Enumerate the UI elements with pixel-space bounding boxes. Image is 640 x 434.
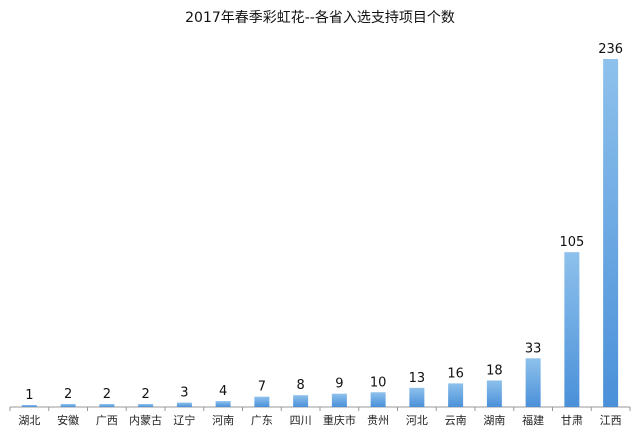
data-label: 10 [370,375,387,390]
data-label: 7 [258,380,266,395]
bar [138,404,154,407]
data-label: 9 [335,377,343,392]
bar [564,252,580,407]
bars-layer [21,59,619,407]
x-tick-labels-layer: 湖北 安徽 广西 内蒙古 辽宁 河南 广东 四川 重庆市 贵州 河北 云南 湖南 福建 甘肃 江西 [18,413,621,427]
x-tick-label: 重庆市 [323,413,356,427]
bar [603,59,619,407]
bar [176,402,192,407]
data-label: 105 [559,235,584,250]
x-tick-label: 甘肃 [561,414,583,427]
data-label: 18 [486,363,503,378]
x-tick-label: 内蒙古 [129,413,162,427]
data-label: 1 [25,388,33,403]
data-label: 13 [409,371,426,386]
x-tick-label: 辽宁 [173,413,195,427]
x-tick-label: 江西 [600,414,622,427]
x-tick-label: 贵州 [367,414,389,427]
x-tick-label: 四川 [290,414,312,427]
data-label: 2 [141,387,149,402]
chart-title: 2017年春季彩虹花--各省入选支持项目个数 [185,10,455,26]
x-tick-label: 广东 [251,414,273,427]
bar [525,358,541,407]
data-label: 2 [103,387,111,402]
data-labels-layer: 1 2 2 2 3 4 7 8 9 10 13 16 18 33 105 236 [25,42,623,403]
x-tick-label: 安徽 [57,413,79,427]
bar [99,404,115,407]
x-tick-label: 湖南 [483,414,505,427]
x-tick-label: 河北 [406,414,428,427]
data-label: 16 [447,366,464,381]
bar [60,404,76,407]
bar [448,383,464,407]
data-label: 2 [64,387,72,402]
x-tick-label: 福建 [522,413,544,427]
data-label: 236 [598,42,623,57]
data-label: 33 [525,341,542,356]
bar [331,393,347,407]
x-tick-label: 云南 [445,414,467,427]
data-label: 8 [296,378,304,393]
bar [254,396,270,407]
data-label: 3 [180,386,188,401]
bar [215,401,231,407]
x-tick-label: 湖北 [18,414,40,427]
bar [486,380,502,407]
bar [21,405,37,407]
data-label: 4 [219,384,227,399]
x-tick-label: 广西 [96,414,118,427]
tick-marks-layer [9,407,631,411]
bar [409,387,425,407]
bar [370,392,386,407]
bar [293,395,309,407]
x-tick-label: 河南 [212,414,234,427]
